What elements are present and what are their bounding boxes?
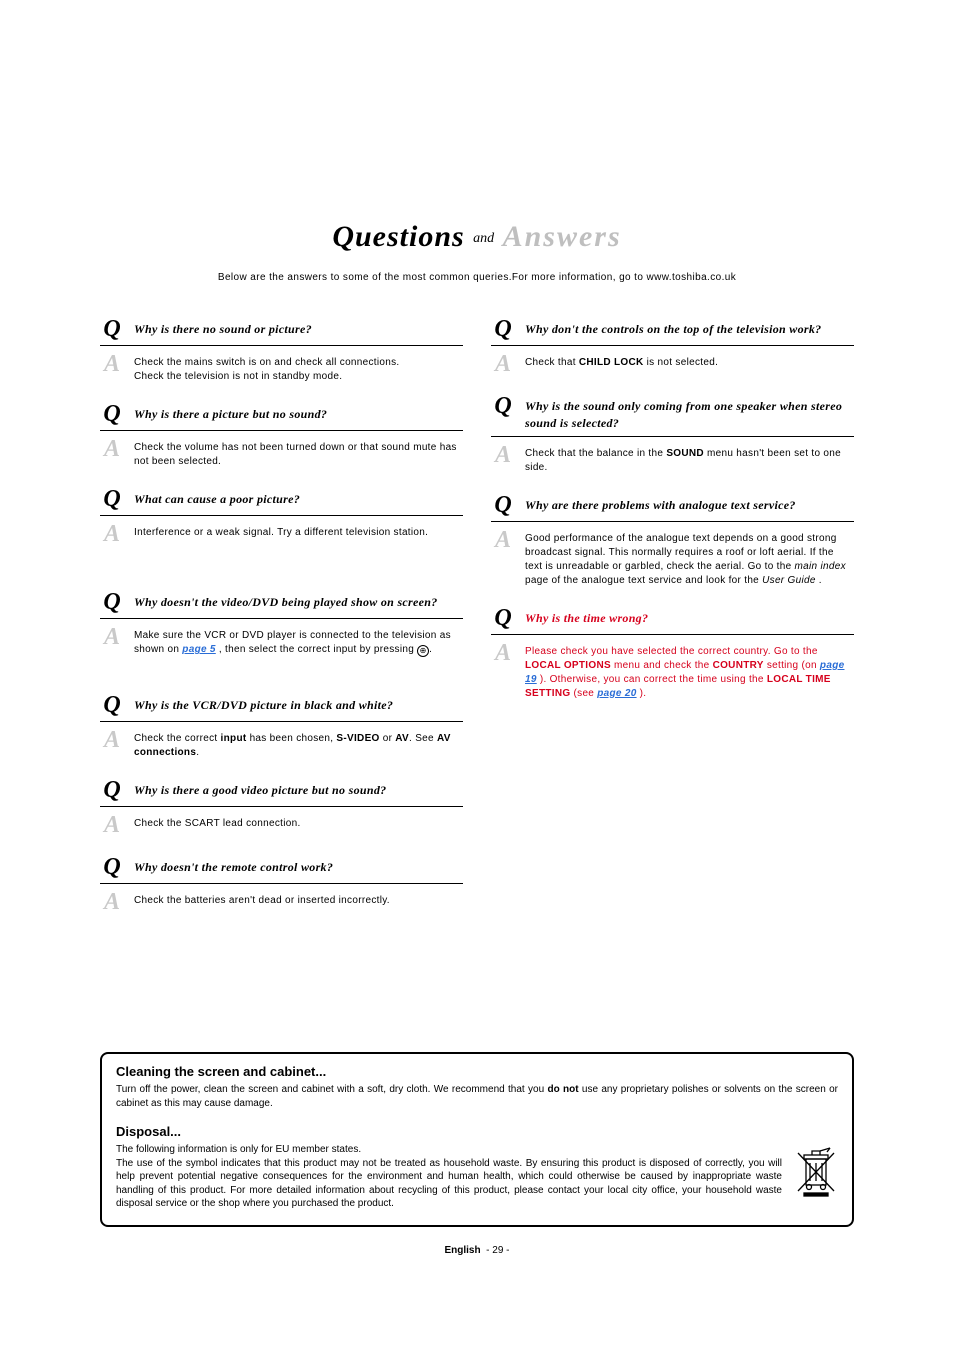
q-letter-icon: Q (100, 778, 124, 802)
q-letter-icon: Q (100, 402, 124, 426)
question-row: Q Why is the time wrong? (491, 606, 854, 635)
q-letter-icon: Q (491, 493, 515, 517)
question-text: Why are there problems with analogue tex… (525, 493, 854, 514)
a-letter-icon: A (100, 437, 124, 461)
question-text: Why doesn't the video/DVD being played s… (134, 590, 463, 611)
q-letter-icon: Q (491, 606, 515, 630)
question-text: Why don't the controls on the top of the… (525, 317, 854, 338)
qa-block: Q Why is there a picture but no sound? A Ch… (100, 402, 463, 469)
intro-text: Below are the answers to some of the mos… (100, 272, 854, 283)
qa-block: Q Why don't the controls on the top of th… (491, 317, 854, 376)
answer-row: A Interference or a weak signal. Try a di… (100, 522, 463, 546)
qa-block: Q Why is there no sound or picture? A Check… (100, 317, 463, 384)
q-letter-icon: Q (100, 317, 124, 341)
page-footer: English - 29 - (100, 1245, 854, 1256)
question-text: Why is the time wrong? (525, 606, 854, 627)
question-row: Q Why is there a good video picture but n… (100, 778, 463, 807)
qa-block: Q Why are there problems with analogue te… (491, 493, 854, 588)
answer-text: Check the mains switch is on and check a… (134, 352, 463, 384)
question-row: Q Why is there a picture but no sound? (100, 402, 463, 431)
qa-block: Q Why is the time wrong? A Please check you… (491, 606, 854, 701)
footer-lang: English (444, 1245, 480, 1256)
q-letter-icon: Q (100, 693, 124, 717)
question-row: Q Why is the VCR/DVD picture in black and… (100, 693, 463, 722)
question-text: Why is the sound only coming from one sp… (525, 394, 854, 432)
page-title: Questions and Answers (100, 220, 854, 254)
answer-row: A Check the SCART lead connection. (100, 813, 463, 837)
answer-text: Check the correct input has been chosen,… (134, 728, 463, 760)
right-column: Q Why don't the controls on the top of th… (491, 317, 854, 932)
qa-block: Q Why doesn't the video/DVD being played … (100, 590, 463, 657)
qa-block: Q What can cause a poor picture? A Interfer… (100, 487, 463, 546)
answer-text: Make sure the VCR or DVD player is conne… (134, 625, 463, 657)
question-row: Q Why are there problems with analogue te… (491, 493, 854, 522)
answer-text: Check the SCART lead connection. (134, 813, 463, 831)
a-letter-icon: A (100, 728, 124, 752)
q-letter-icon: Q (100, 855, 124, 879)
question-text: What can cause a poor picture? (134, 487, 463, 508)
cleaning-text: Turn off the power, clean the screen and… (116, 1083, 838, 1110)
question-row: Q Why is the sound only coming from one s… (491, 394, 854, 437)
answer-text: Check that the balance in the SOUND menu… (525, 443, 854, 475)
answer-text: Please check you have selected the corre… (525, 641, 854, 701)
qa-block: Q Why is the VCR/DVD picture in black and… (100, 693, 463, 760)
question-row: Q Why don't the controls on the top of th… (491, 317, 854, 346)
answer-text: Interference or a weak signal. Try a dif… (134, 522, 463, 540)
a-letter-icon: A (100, 813, 124, 837)
q-letter-icon: Q (100, 590, 124, 614)
a-letter-icon: A (491, 352, 515, 376)
answer-text: Check the batteries aren't dead or inser… (134, 890, 463, 908)
disposal-text: The following information is only for EU… (116, 1143, 782, 1211)
answer-row: A Check the batteries aren't dead or inse… (100, 890, 463, 914)
question-text: Why is the VCR/DVD picture in black and … (134, 693, 463, 714)
title-and: and (473, 231, 494, 246)
a-letter-icon: A (100, 625, 124, 649)
page: Questions and Answers Below are the answ… (0, 0, 954, 1316)
qa-block: Q Why doesn't the remote control work? A Ch… (100, 855, 463, 914)
info-box: Cleaning the screen and cabinet... Turn … (100, 1052, 854, 1227)
footer-page: - 29 - (486, 1245, 509, 1256)
answer-row: A Good performance of the analogue text d… (491, 528, 854, 588)
question-row: Q Why doesn't the video/DVD being played … (100, 590, 463, 619)
title-questions: Questions (332, 220, 464, 253)
question-text: Why doesn't the remote control work? (134, 855, 463, 876)
question-row: Q Why doesn't the remote control work? (100, 855, 463, 884)
answer-row: A Check that CHILD LOCK is not selected. (491, 352, 854, 376)
qa-block: Q Why is there a good video picture but n… (100, 778, 463, 837)
answer-row: A Check the mains switch is on and check … (100, 352, 463, 384)
question-text: Why is there a good video picture but no… (134, 778, 463, 799)
weee-bin-icon (794, 1145, 838, 1202)
question-row: Q What can cause a poor picture? (100, 487, 463, 516)
question-row: Q Why is there no sound or picture? (100, 317, 463, 346)
left-column: Q Why is there no sound or picture? A Check… (100, 317, 463, 932)
answer-row: A Check that the balance in the SOUND men… (491, 443, 854, 475)
answer-text: Check that CHILD LOCK is not selected. (525, 352, 854, 370)
answer-text: Good performance of the analogue text de… (525, 528, 854, 588)
a-letter-icon: A (491, 641, 515, 665)
a-letter-icon: A (491, 443, 515, 467)
q-letter-icon: Q (100, 487, 124, 511)
qa-block: Q Why is the sound only coming from one s… (491, 394, 854, 475)
a-letter-icon: A (100, 890, 124, 914)
title-answers: Answers (503, 220, 622, 253)
answer-text: Check the volume has not been turned dow… (134, 437, 463, 469)
qa-columns: Q Why is there no sound or picture? A Check… (100, 317, 854, 932)
a-letter-icon: A (100, 352, 124, 376)
q-letter-icon: Q (491, 394, 515, 418)
answer-row: A Check the correct input has been chosen… (100, 728, 463, 760)
answer-row: A Make sure the VCR or DVD player is conn… (100, 625, 463, 657)
disposal-heading: Disposal... (116, 1124, 838, 1139)
cleaning-heading: Cleaning the screen and cabinet... (116, 1064, 838, 1079)
q-letter-icon: Q (491, 317, 515, 341)
answer-row: A Check the volume has not been turned do… (100, 437, 463, 469)
question-text: Why is there no sound or picture? (134, 317, 463, 338)
a-letter-icon: A (100, 522, 124, 546)
a-letter-icon: A (491, 528, 515, 552)
question-text: Why is there a picture but no sound? (134, 402, 463, 423)
answer-row: A Please check you have selected the corr… (491, 641, 854, 701)
